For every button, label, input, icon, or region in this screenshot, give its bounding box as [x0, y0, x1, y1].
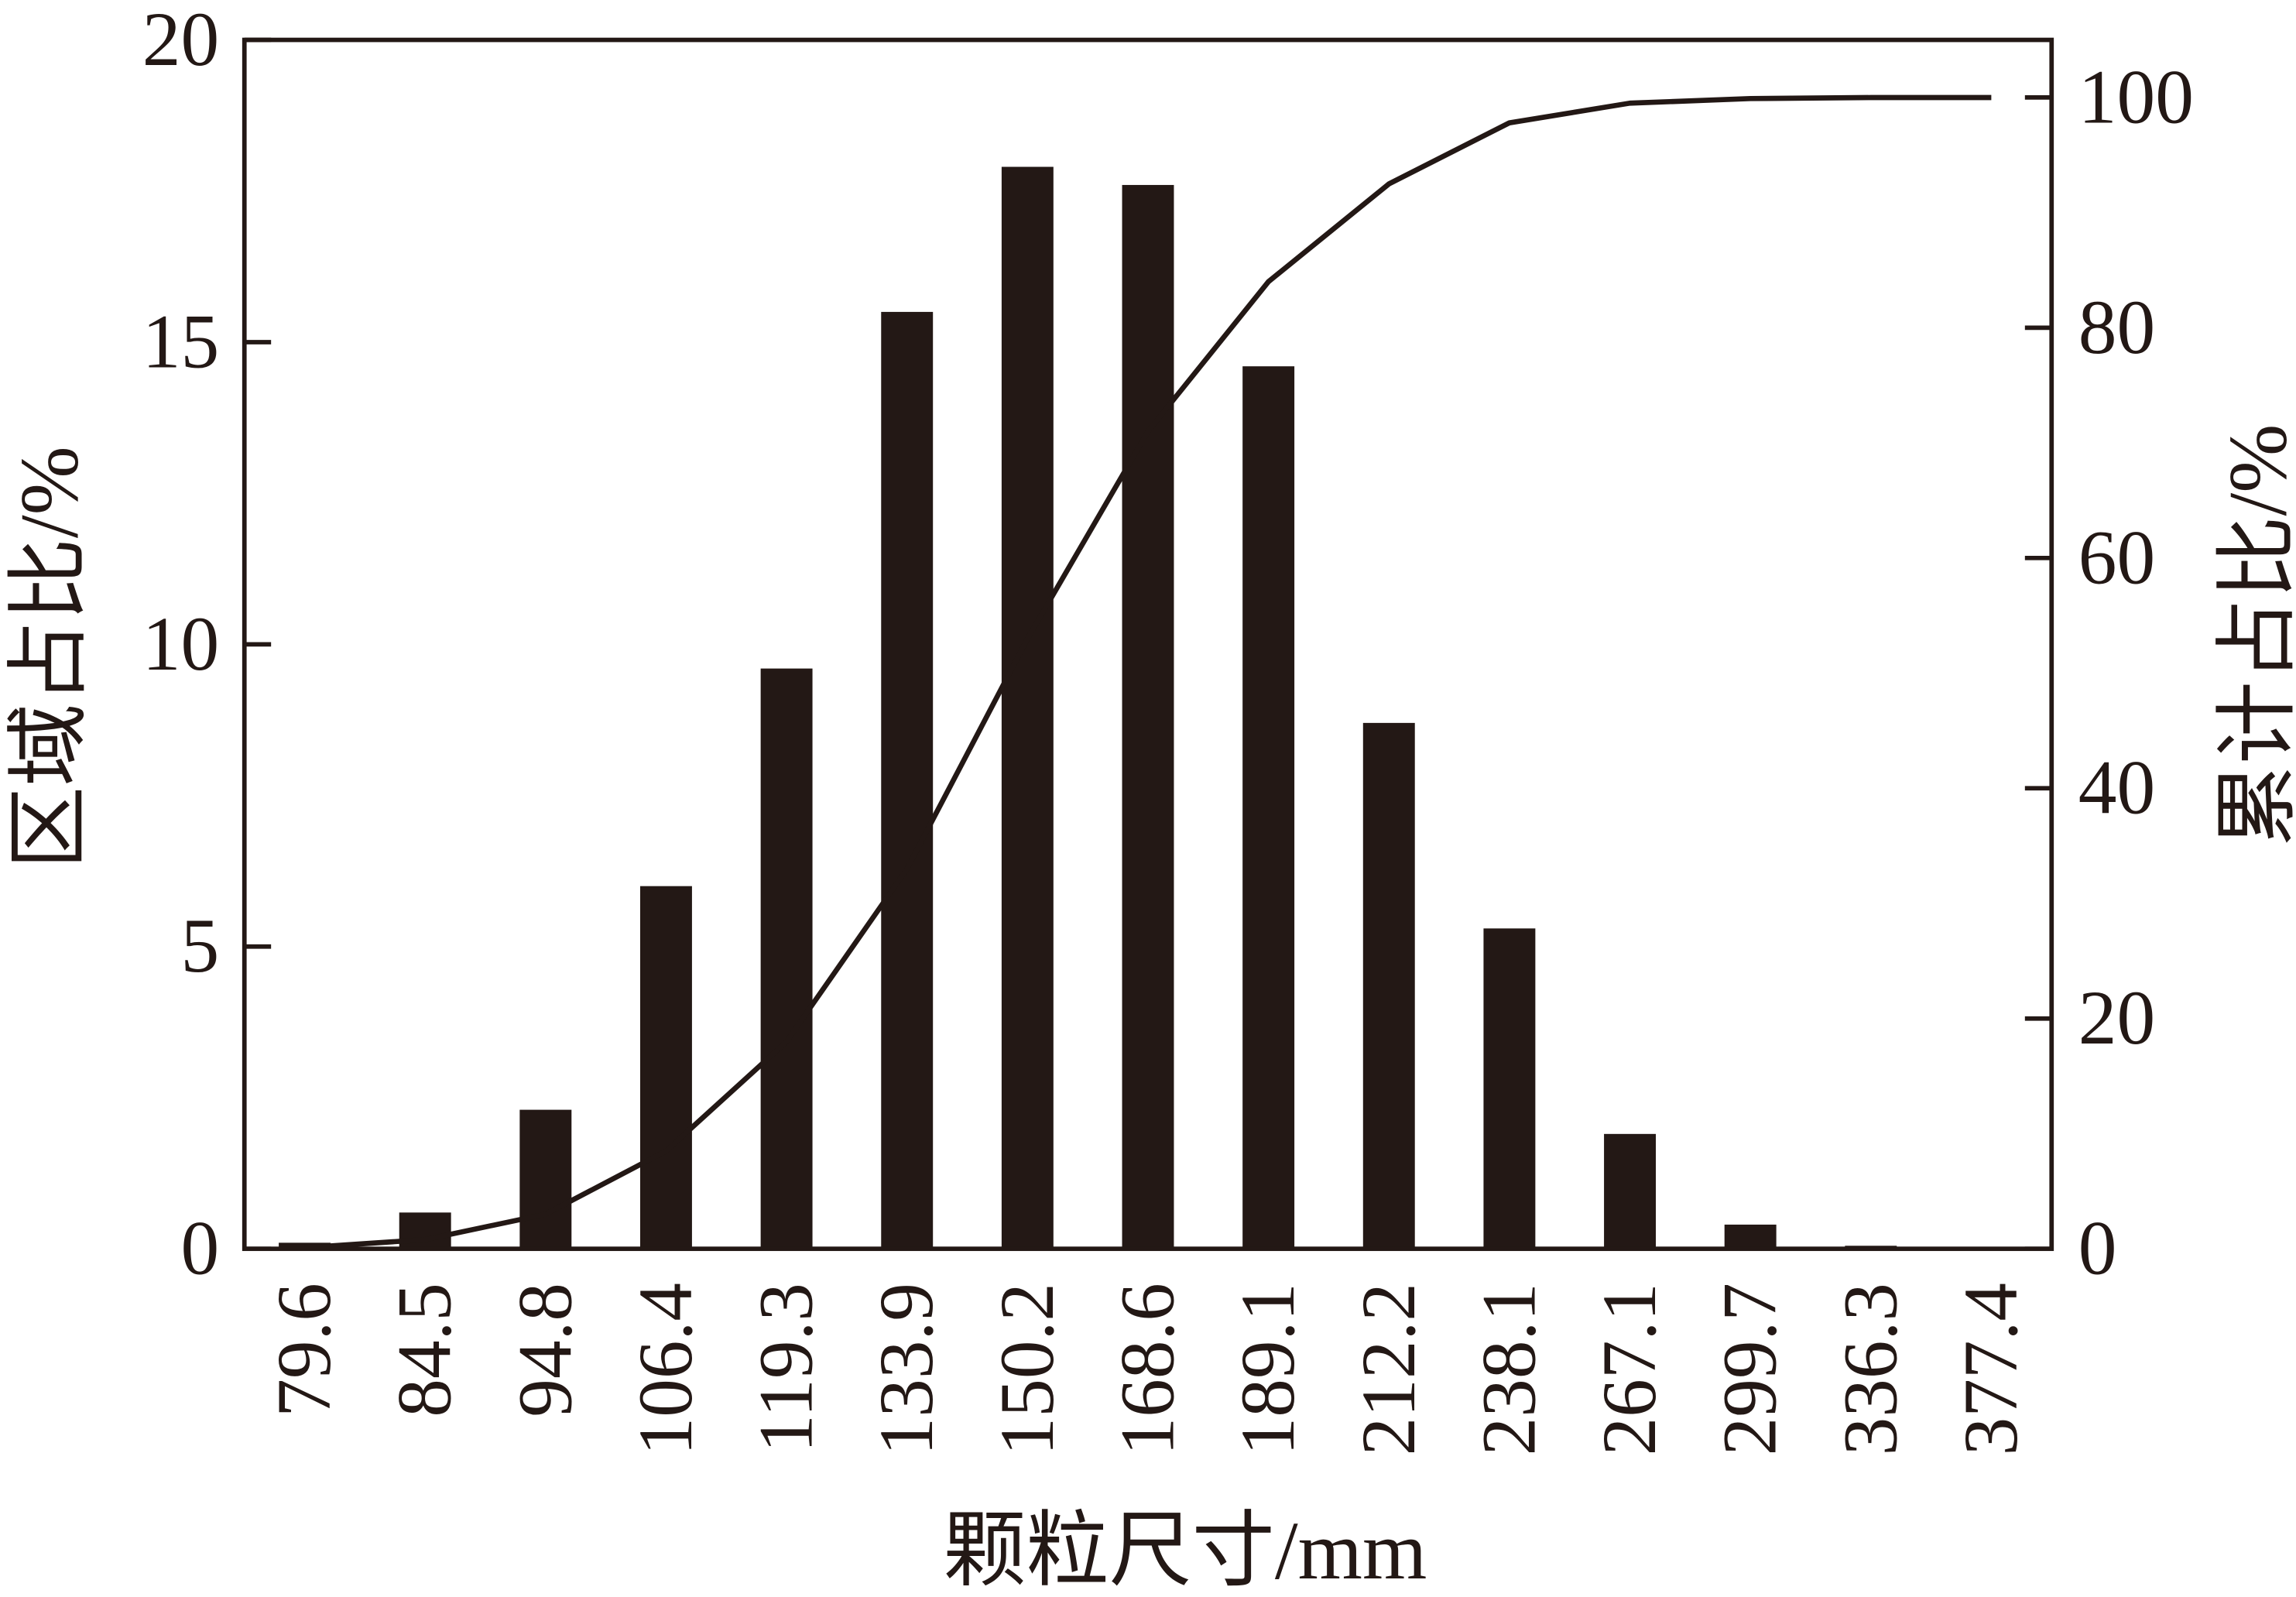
x-tick-label: 336.3: [1828, 1283, 1913, 1455]
x-tick-label: 84.5: [382, 1283, 468, 1417]
right-tick-label: 20: [2078, 975, 2155, 1061]
bar-212.2: [1363, 723, 1415, 1249]
left-tick-label: 15: [142, 300, 219, 385]
left-tick-label: 0: [180, 1206, 219, 1291]
right-tick-label: 60: [2078, 515, 2155, 600]
bar-series: [279, 167, 1897, 1249]
x-tick-label: 133.9: [864, 1283, 949, 1455]
right-tick-label: 100: [2078, 54, 2194, 139]
left-tick-label: 5: [180, 903, 219, 989]
x-axis-tick-labels: 79.6 84.5 94.8 106.4 119.3 133.9 150.2 168.6 189…: [262, 1283, 2034, 1455]
left-axis-title: 区域占比/%: [4, 446, 95, 869]
bar-168.6: [1122, 185, 1174, 1249]
x-tick-label: 106.4: [623, 1283, 708, 1455]
x-tick-label: 377.4: [1948, 1283, 2034, 1455]
x-tick-label: 189.1: [1225, 1283, 1311, 1455]
right-tick-label: 80: [2078, 285, 2155, 370]
right-tick-label: 40: [2078, 745, 2155, 831]
left-tick-label: 20: [142, 0, 219, 82]
bar-150.2: [1002, 167, 1054, 1249]
bar-238.1: [1483, 928, 1535, 1249]
bar-299.7: [1725, 1225, 1777, 1249]
x-axis-title: 颗粒尺寸/mm: [943, 1506, 1427, 1593]
x-tick-label: 267.1: [1587, 1283, 1672, 1455]
bar-94.8: [519, 1110, 571, 1249]
x-tick-label: 238.1: [1466, 1283, 1551, 1455]
bar-267.1: [1604, 1134, 1656, 1249]
bar-119.3: [761, 669, 813, 1249]
x-tick-label: 150.2: [985, 1283, 1070, 1455]
x-tick-label: 168.6: [1105, 1283, 1190, 1455]
left-tick-label: 10: [142, 601, 219, 687]
x-tick-label: 299.7: [1708, 1283, 1793, 1455]
x-tick-label: 94.8: [502, 1283, 588, 1417]
left-y-axis: 0 5 10 15 20: [142, 0, 271, 1291]
x-tick-label: 119.3: [744, 1283, 829, 1453]
right-tick-label: 0: [2078, 1206, 2117, 1291]
right-axis-title: 累计占比/%: [2212, 424, 2296, 847]
bar-189.1: [1242, 366, 1294, 1249]
bar-106.4: [640, 886, 692, 1249]
bar-133.9: [881, 312, 933, 1249]
x-tick-label: 212.2: [1346, 1283, 1431, 1455]
x-tick-label: 79.6: [262, 1283, 347, 1417]
